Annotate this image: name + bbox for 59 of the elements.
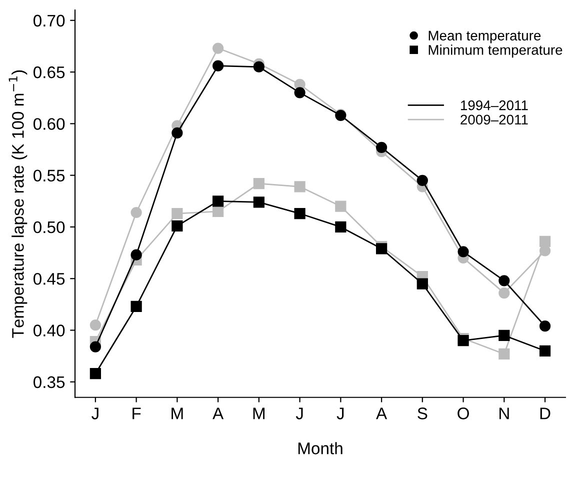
x-tick-label: M xyxy=(172,408,183,420)
point xyxy=(172,208,183,220)
y-tick-label: 0.65 xyxy=(34,66,65,78)
annotation: 2009–2011 xyxy=(460,114,528,125)
y-tick-label: 0.50 xyxy=(34,221,65,234)
y-tick-label: 0.40 xyxy=(34,324,65,336)
point xyxy=(253,196,264,208)
x-tick-label: A xyxy=(212,408,224,420)
point xyxy=(212,60,224,72)
x-tick-label: J xyxy=(296,408,303,420)
point xyxy=(172,127,183,139)
point xyxy=(90,341,101,352)
point xyxy=(539,320,551,332)
x-tick-label: S xyxy=(418,408,428,420)
point xyxy=(130,249,142,260)
annotation: Mean temperature xyxy=(428,30,541,44)
x-axis-title: Month xyxy=(298,442,342,454)
x-tick-label: O xyxy=(458,408,469,420)
point xyxy=(539,236,551,247)
x-tick-label: N xyxy=(500,408,509,420)
point xyxy=(294,87,306,98)
point xyxy=(90,368,101,380)
point xyxy=(253,178,264,190)
point xyxy=(416,278,428,290)
point xyxy=(498,330,510,341)
point xyxy=(416,174,428,186)
point xyxy=(458,335,469,346)
x-tick-label: F xyxy=(132,408,141,420)
point xyxy=(130,300,142,312)
point xyxy=(498,288,510,299)
point xyxy=(498,348,510,360)
point xyxy=(498,275,510,286)
point xyxy=(335,221,346,233)
x-tick-label: J xyxy=(336,408,344,420)
x-tick-label: J xyxy=(92,408,98,420)
point xyxy=(212,196,224,207)
y-tick-label: 0.35 xyxy=(34,376,65,388)
x-tick-label: A xyxy=(376,408,388,420)
point xyxy=(253,61,264,72)
y-axis-title: Temperature lapse rate (K 100 m$^{−1}$) xyxy=(8,70,28,338)
point xyxy=(90,320,101,331)
point xyxy=(335,200,346,212)
x-tick-label: M xyxy=(253,408,265,420)
point xyxy=(212,42,224,54)
point xyxy=(212,206,224,218)
point xyxy=(294,208,306,220)
point xyxy=(458,246,469,258)
point xyxy=(539,345,551,356)
annotation: Minimum temperature xyxy=(428,44,562,58)
y-tick-label: 0.60 xyxy=(34,118,65,130)
y-tick-label: 0.70 xyxy=(34,14,65,27)
point xyxy=(294,181,306,192)
point xyxy=(172,220,183,232)
annotation: 1994–2011 xyxy=(461,100,528,110)
point xyxy=(376,142,388,153)
x-tick-label: D xyxy=(540,408,550,420)
y-tick-label: 0.45 xyxy=(34,272,65,285)
y-tick-label: 0.55 xyxy=(34,170,65,182)
point xyxy=(130,206,142,218)
